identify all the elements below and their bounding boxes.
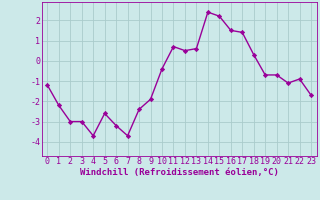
X-axis label: Windchill (Refroidissement éolien,°C): Windchill (Refroidissement éolien,°C): [80, 168, 279, 177]
